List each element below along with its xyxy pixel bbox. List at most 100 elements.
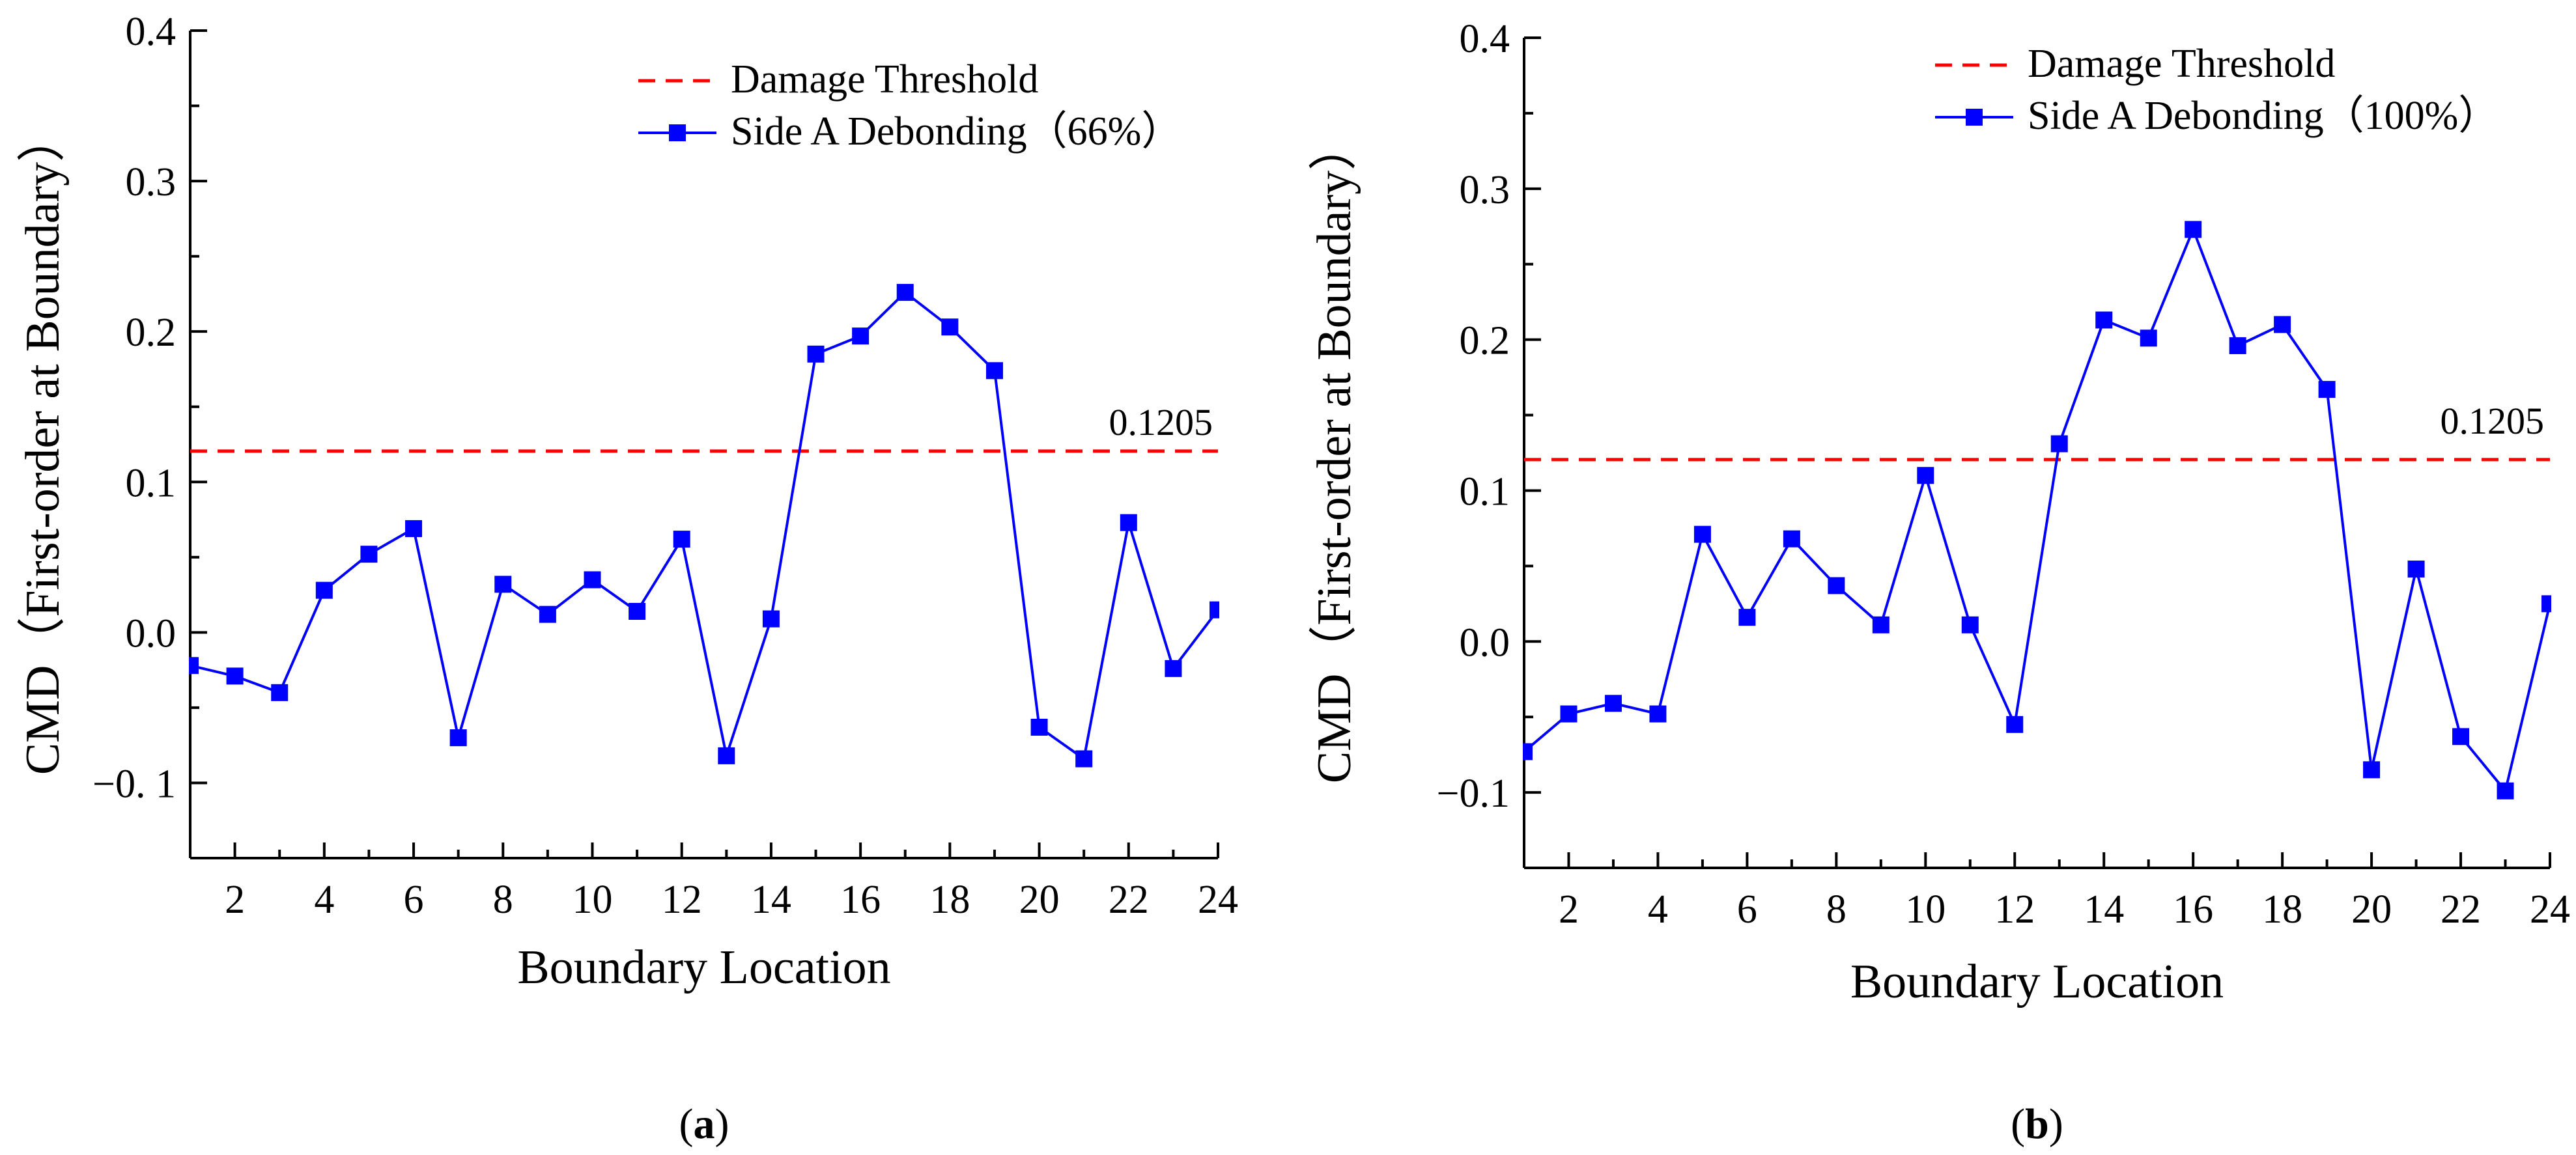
data-point [449,729,467,747]
x-tick-label: 18 [929,878,970,922]
data-point [852,327,870,345]
data-point [941,318,959,336]
x-tick-label: 10 [1905,887,1946,932]
data-point [1030,718,1048,736]
series-group [189,284,1219,768]
data-point [1523,743,1533,760]
panel-label-close: ) [2049,1100,2063,1148]
y-tick-label: 0.3 [1460,168,1510,212]
series-group [1523,221,2551,800]
panel-label-open: ( [679,1100,694,1148]
x-tick-label: 24 [1198,878,1238,922]
data-point [2497,782,2514,800]
chart-panel-a: −0. 1 0.0 0.1 0.2 0.3 0.4 2 4 6 8 10 12 14 16 18 20 22 24… [0,0,1288,1152]
legend-series-label: Side A Debonding（66%） [731,109,1182,154]
x-tick-label: 6 [404,878,424,922]
data-point [629,603,646,620]
y-tick-label: 0.3 [126,160,177,204]
x-tick-label: 4 [1648,887,1668,932]
data-point [2318,381,2336,398]
data-point [2050,435,2068,452]
x-tick-label: 14 [2084,887,2124,932]
x-axis-title: Boundary Location [517,941,890,994]
data-point [2407,561,2425,578]
x-tick-label: 20 [1019,878,1060,922]
y-tick-label: 0.2 [1460,319,1510,363]
legend-series-swatch-marker [669,124,686,141]
data-point [2185,221,2202,238]
data-point [673,531,690,548]
data-point [718,747,735,764]
data-point [2541,595,2551,613]
legend-threshold-label: Damage Threshold [731,57,1038,102]
x-tick-label: 16 [2173,887,2213,932]
x-tick-label: 12 [662,878,702,922]
data-point [1693,525,1711,543]
legend-series-label: Side A Debonding（100%） [2028,94,2498,138]
chart-b: −0.10.00.10.20.30.42 4 6 8 10 12 14 16 18 20 22 24B… [1308,17,2570,1148]
y-tick-label: 0.1 [1460,469,1510,514]
y-tick-label: 0.0 [126,611,177,656]
data-point [2006,716,2024,733]
x-tick-label: 18 [2262,887,2302,932]
data-point [315,581,333,599]
data-point [807,345,825,363]
x-tick-label: 2 [225,878,245,922]
x-tick-label: 8 [1826,887,1847,932]
x-axis-title: Boundary Location [1850,955,2224,1009]
data-point [1210,601,1219,619]
data-point [1961,616,1979,633]
data-point [1872,616,1890,633]
y-tick-label: 0.1 [126,461,177,505]
data-point [1120,514,1137,531]
chart-panel-b: −0.1 0.0 0.1 0.2 0.3 0.4 2 4 6 8 10 12 14 16 18 20 22 24 B… [1288,0,2576,1152]
data-point [1165,660,1182,677]
x-tick-label: 10 [572,878,612,922]
legend-threshold-label: Damage Threshold [2028,42,2335,86]
threshold-value-label: 0.1205 [1109,401,1213,443]
data-point [360,546,378,563]
data-point [1783,530,1800,548]
data-point [1604,695,1622,712]
data-point [1828,577,1845,594]
x-tick-label: 22 [2441,887,2481,932]
data-point [189,657,199,675]
data-point [762,610,780,628]
data-point [896,284,914,301]
x-tick-label: 20 [2351,887,2392,932]
legend-series-swatch-marker [1966,109,1983,126]
x-tick-label: 12 [1994,887,2035,932]
x-tick-label: 2 [1559,887,1579,932]
threshold-value-label: 0.1205 [2441,400,2545,442]
panel-label-close: ) [715,1100,729,1148]
series-line [190,291,1219,760]
x-tick-label: 6 [1737,887,1757,932]
x-tick-label: 4 [314,878,334,922]
chart-a: −0. 10.00.10.20.30.42 4 6 8 10 12 14 16 18 20 22 24… [16,10,1238,1148]
data-point [1560,705,1578,723]
data-point [1738,609,1756,626]
data-point [2095,311,2113,329]
series-line [1523,228,2551,792]
data-point [2140,329,2157,347]
data-point [539,605,556,623]
data-point [2274,316,2291,333]
y-axis-title: CMD（First-order at Boundary） [1308,122,1361,783]
x-tick-label: 16 [840,878,881,922]
panel-label-letter: b [2025,1100,2049,1148]
data-point [494,576,512,593]
data-point [271,684,289,701]
y-tick-label: 0.4 [126,10,177,54]
y-tick-label: 0.2 [126,311,177,355]
y-tick-label: 0.4 [1460,17,1510,61]
x-tick-label: 14 [751,878,791,922]
data-point [2363,761,2381,779]
y-tick-label: 0.0 [1460,620,1510,665]
x-tick-label: 8 [493,878,513,922]
data-point [2229,337,2246,354]
data-point [1917,467,1934,484]
data-point [2452,728,2470,745]
x-tick-label: 22 [1109,878,1149,922]
data-point [405,520,423,537]
panel-label-letter: a [694,1100,715,1148]
